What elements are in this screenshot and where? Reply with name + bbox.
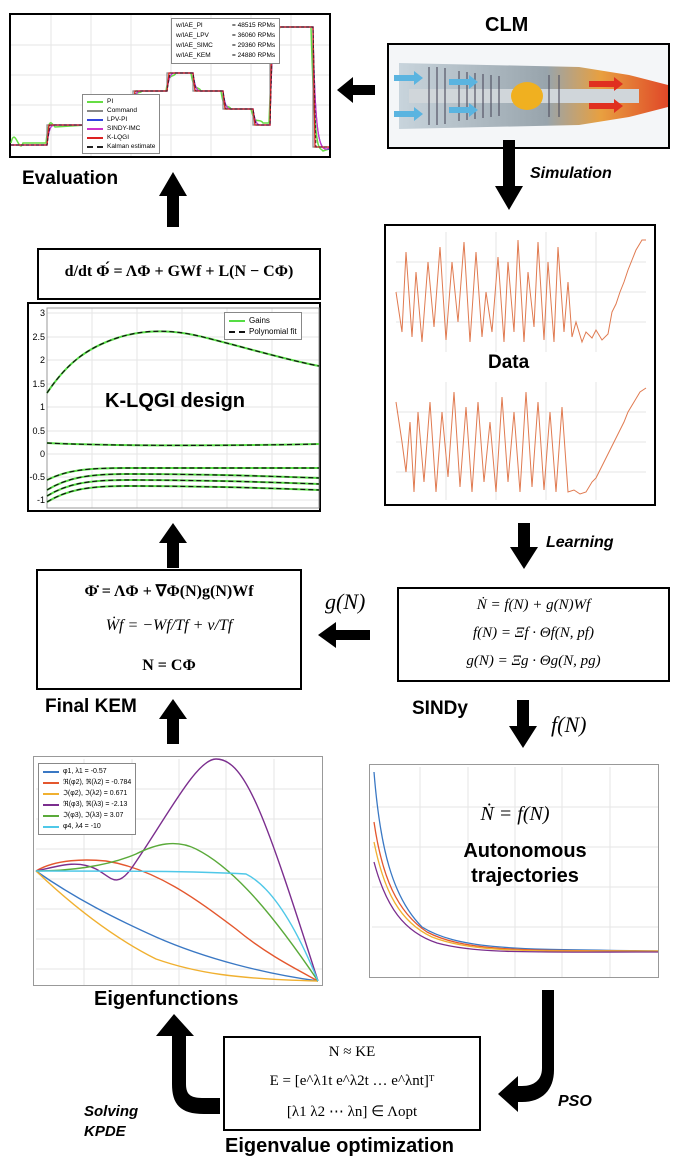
data-series-upper bbox=[395, 239, 646, 344]
sindy-equation-1: Ṅ = f(N) + g(N)Wf bbox=[476, 597, 591, 613]
iae-row: w/IAE_LPV = 36060 RPMs bbox=[176, 32, 276, 39]
legend-item: φ4, λ4 = -10 bbox=[43, 821, 131, 832]
fit-curve-3 bbox=[46, 467, 319, 481]
kem-equation-2: Ẇf = −Wf/Tf + v/Tf bbox=[105, 617, 233, 634]
y-tick: 2.5 bbox=[32, 332, 45, 342]
eigenfunctions-legend: φ1, λ1 = -0.57 ℜ(φ2), ℜ(λ2) = -0.784 ℑ(φ… bbox=[38, 763, 137, 835]
arrow-pso bbox=[498, 990, 554, 1112]
legend-item: K-LQGI bbox=[87, 133, 155, 142]
legend-item: Polynomial fit bbox=[229, 326, 297, 337]
y-tick: 0 bbox=[39, 449, 45, 459]
y-tick: -0.5 bbox=[29, 472, 45, 482]
sindy-equation-3: g(N) = Ξg · Θg(N, pg) bbox=[466, 653, 601, 669]
legend-item: Gains bbox=[229, 315, 297, 326]
data-plot-upper bbox=[395, 232, 646, 352]
gains-legend: Gains Polynomial fit bbox=[224, 312, 302, 340]
klqgi-design-label: K-LQGI design bbox=[105, 390, 245, 412]
legend-item: Command bbox=[87, 106, 155, 115]
data-series-lower bbox=[395, 387, 647, 495]
learning-label: Learning bbox=[546, 534, 614, 551]
data-label: Data bbox=[488, 352, 530, 373]
arrow-up-final-kem bbox=[159, 699, 187, 744]
autonomous-plot-box: Ṅ = f(N) Autonomous trajectories bbox=[369, 764, 659, 978]
fit-curve-6 bbox=[46, 485, 320, 503]
arrow-up-gains bbox=[159, 523, 187, 568]
f-of-n-label: f(N) bbox=[551, 712, 587, 737]
gains-plot-box: 3 2.5 2 1.5 1 0.5 0 -0.5 -1 bbox=[27, 302, 321, 512]
legend-item: SINDY-IMC bbox=[87, 124, 155, 133]
y-tick: 1 bbox=[39, 402, 45, 412]
data-plot-box: Data bbox=[384, 224, 656, 506]
eigenfunctions-label: Eigenfunctions bbox=[94, 988, 239, 1010]
arrow-up-evaluation bbox=[159, 172, 187, 227]
clm-label: CLM bbox=[485, 14, 529, 36]
arrow-to-evaluation bbox=[337, 77, 375, 103]
legend-item: ℜ(φ2), ℜ(λ2) = -0.784 bbox=[43, 777, 131, 788]
autonomous-trajectories-label: Autonomous trajectories bbox=[463, 840, 587, 887]
opt-equation-3: [λ1 λ2 ⋯ λn] ∈ Λopt bbox=[286, 1104, 418, 1120]
gains-plot bbox=[46, 307, 320, 509]
legend-item: LPV-PI bbox=[87, 115, 155, 124]
evaluation-plot-box: w/IAE_PI = 48515 RPMs w/IAE_LPV = 36060 RP… bbox=[9, 13, 331, 158]
legend-item: Kalman estimate bbox=[87, 142, 155, 151]
eigenvalue-optimization-box: N ≈ KE E = [e^λ1t e^λ2t … e^λnt]ᵀ [λ1 λ2… bbox=[223, 1036, 481, 1131]
y-tick: 2 bbox=[39, 355, 45, 365]
legend-item: ℑ(φ3), ℑ(λ3) = 3.07 bbox=[43, 810, 131, 821]
y-tick: 3 bbox=[39, 308, 45, 318]
solving-kpde-label: Solving KPDE bbox=[84, 1103, 139, 1140]
data-plot-lower bbox=[395, 382, 647, 500]
trajectory-3 bbox=[373, 841, 659, 952]
iae-row: w/IAE_SIMC = 29360 RPMs bbox=[176, 42, 276, 49]
y-tick: 1.5 bbox=[32, 379, 45, 389]
eigenvalue-optimization-label: Eigenvalue optimization bbox=[225, 1135, 454, 1157]
y-tick: -1 bbox=[36, 495, 45, 505]
arrow-to-final-kem bbox=[318, 622, 370, 648]
evaluation-plot bbox=[10, 15, 330, 156]
legend-item: φ1, λ1 = -0.57 bbox=[43, 766, 131, 777]
fit-curve-1 bbox=[46, 330, 320, 394]
g-of-n-label: g(N) bbox=[325, 589, 366, 614]
evaluation-label: Evaluation bbox=[22, 168, 119, 189]
observer-equation-box: d/dt Φ́ = ΛΦ + GWf + L(N − CΦ) bbox=[37, 248, 321, 300]
y-tick: 0.5 bbox=[32, 426, 45, 436]
fit-curve-2 bbox=[46, 442, 320, 446]
arrow-learning bbox=[510, 523, 538, 569]
arrow-kpde bbox=[156, 1014, 220, 1114]
autonomous-equation: Ṅ = f(N) bbox=[480, 803, 550, 825]
opt-equation-2: E = [e^λ1t e^λ2t … e^λnt]ᵀ bbox=[269, 1073, 435, 1089]
eigenfunctions-plot-box: φ1, λ1 = -0.57 ℜ(φ2), ℜ(λ2) = -0.784 ℑ(φ… bbox=[33, 756, 323, 986]
kem-equation-3: N = CΦ bbox=[142, 657, 196, 674]
sindy-label: SINDy bbox=[412, 698, 468, 719]
iae-row: w/IAE_KEM = 24880 RPMs bbox=[176, 52, 276, 59]
arrow-sindy-down bbox=[509, 700, 537, 748]
fit-curve-4 bbox=[46, 473, 320, 491]
final-kem-box: Φ̇ = ΛΦ + ∇Φ(N)g(N)Wf Ẇf = −Wf/Tf + v/Tf… bbox=[36, 569, 302, 690]
fit-curve-5 bbox=[46, 479, 320, 497]
eigen-curve-1 bbox=[35, 870, 319, 982]
observer-equation: d/dt Φ́ = ΛΦ + GWf + L(N − CΦ) bbox=[64, 263, 294, 280]
evaluation-legend: PI Command LPV-PI SINDY-IMC K-LQGI Kalma… bbox=[82, 94, 161, 154]
eval-pi-line bbox=[10, 26, 330, 152]
arrow-simulation bbox=[495, 140, 523, 210]
eigen-curve-6 bbox=[35, 870, 319, 982]
sindy-equation-2: f(N) = Ξf · Θf(N, pf) bbox=[473, 625, 594, 641]
opt-equation-1: N ≈ KE bbox=[328, 1044, 376, 1060]
simulation-label: Simulation bbox=[530, 165, 612, 182]
legend-item: ℜ(φ3), ℜ(λ3) = -2.13 bbox=[43, 799, 131, 810]
trajectory-4 bbox=[373, 861, 659, 953]
iae-row: w/IAE_PI = 48515 RPMs bbox=[176, 22, 276, 29]
eigen-curve-2 bbox=[35, 859, 319, 982]
eigen-curve-3 bbox=[35, 870, 319, 982]
autonomous-plot bbox=[372, 767, 659, 977]
kem-equation-1: Φ̇ = ΛΦ + ∇Φ(N)g(N)Wf bbox=[84, 583, 254, 600]
eigen-curve-5 bbox=[35, 842, 319, 982]
legend-item: PI bbox=[87, 97, 155, 106]
final-kem-label: Final KEM bbox=[45, 696, 137, 717]
engine-image-box bbox=[387, 43, 670, 149]
legend-item: ℑ(φ2), ℑ(λ2) = 0.671 bbox=[43, 788, 131, 799]
evaluation-iae-box: w/IAE_PI = 48515 RPMs w/IAE_LPV = 36060 RP… bbox=[171, 18, 281, 64]
pso-label: PSO bbox=[558, 1093, 592, 1110]
sindy-equation-box: Ṅ = f(N) + g(N)Wf f(N) = Ξf · Θf(N, pf) … bbox=[397, 587, 670, 682]
jet-engine-image bbox=[389, 45, 668, 147]
